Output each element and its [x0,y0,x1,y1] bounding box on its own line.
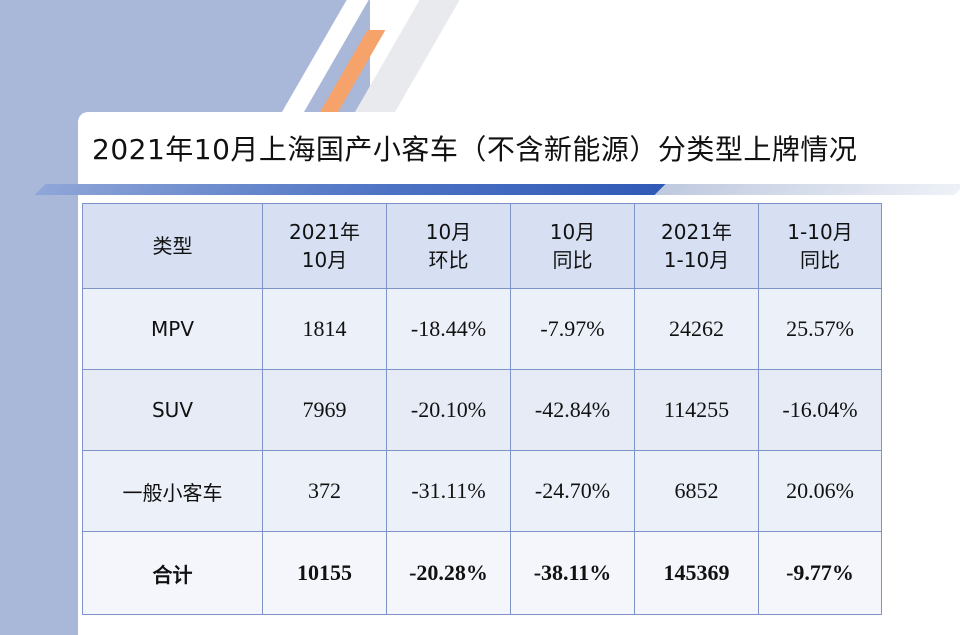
header-line: 1-10月 [663,248,730,272]
table-cell: 6852 [634,450,759,532]
table-total-row: 合计 10155 -20.28% -38.11% 145369 -9.77% [82,531,882,615]
table-cell: 372 [262,450,387,532]
header-cell-type: 类型 [82,203,263,289]
total-cell: 145369 [634,531,759,615]
header-line: 类型 [152,234,193,258]
table-cell: -7.97% [510,288,635,370]
table-header-row: 类型 2021年 10月 10月 环比 10月 同比 2021年 1-10月 1… [82,203,882,289]
total-cell: 10155 [262,531,387,615]
title-underline-tail [654,184,960,195]
table-row: SUV 7969 -20.10% -42.84% 114255 -16.04% [82,369,882,451]
table-cell: 24262 [634,288,759,370]
table-cell: -42.84% [510,369,635,451]
total-cell: -20.28% [386,531,511,615]
header-line: 10月 [549,220,596,244]
table-cell: -16.04% [758,369,882,451]
header-cell-ytd-2021: 2021年 1-10月 [634,203,759,289]
row-category: 一般小客车 [82,450,263,532]
header-line: 10月 [301,248,348,272]
header-cell-oct-mom: 10月 环比 [386,203,511,289]
table-row: 一般小客车 372 -31.11% -24.70% 6852 20.06% [82,450,882,532]
header-line: 2021年 [661,220,732,244]
total-label: 合计 [82,531,263,615]
table-cell: 25.57% [758,288,882,370]
table-cell: 1814 [262,288,387,370]
header-cell-ytd-yoy: 1-10月 同比 [758,203,882,289]
total-cell: -9.77% [758,531,882,615]
header-line: 同比 [800,248,840,272]
row-category: MPV [82,288,263,370]
header-line: 同比 [552,248,593,272]
header-line: 10月 [425,220,472,244]
header-line: 1-10月 [787,220,853,244]
table-cell: -18.44% [386,288,511,370]
table-cell: 20.06% [758,450,882,532]
table-cell: -20.10% [386,369,511,451]
registration-table: 类型 2021年 10月 10月 环比 10月 同比 2021年 1-10月 1… [82,203,882,615]
table-row: MPV 1814 -18.44% -7.97% 24262 25.57% [82,288,882,370]
total-cell: -38.11% [510,531,635,615]
table-cell: 114255 [634,369,759,451]
title-underline [34,184,676,195]
header-line: 2021年 [289,220,360,244]
table-cell: -31.11% [386,450,511,532]
page-title: 2021年10月上海国产小客车（不含新能源）分类型上牌情况 [92,133,858,166]
header-cell-oct-yoy: 10月 同比 [510,203,635,289]
table-cell: 7969 [262,369,387,451]
table-cell: -24.70% [510,450,635,532]
row-category: SUV [82,369,263,451]
header-cell-oct-2021: 2021年 10月 [262,203,387,289]
header-line: 环比 [428,248,469,272]
